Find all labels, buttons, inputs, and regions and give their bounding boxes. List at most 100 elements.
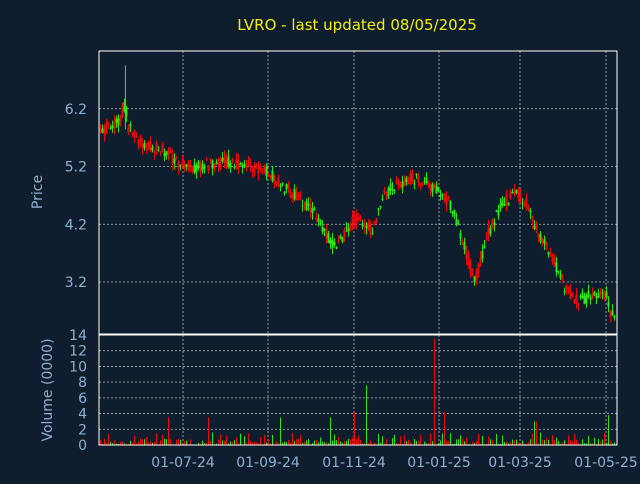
price-candle-body bbox=[381, 198, 384, 200]
price-candle-body bbox=[259, 166, 262, 169]
price-candle-body bbox=[133, 130, 136, 137]
price-candle-body bbox=[149, 142, 152, 151]
price-candle-body bbox=[193, 164, 196, 173]
price-candle-body bbox=[285, 184, 288, 189]
volume-bars bbox=[100, 338, 615, 445]
price-candle-body bbox=[297, 195, 300, 197]
price-candle-body bbox=[367, 222, 370, 231]
price-candle-body bbox=[509, 190, 512, 199]
price-candle-body bbox=[437, 187, 440, 191]
price-candle-body bbox=[141, 144, 144, 150]
price-candle-body bbox=[471, 273, 474, 276]
price-candle-body bbox=[601, 292, 604, 294]
price-candle-body bbox=[469, 261, 472, 274]
price-candle-body bbox=[341, 237, 344, 243]
price-ticks: 3.2 4.2 5.2 6.2 bbox=[65, 102, 87, 291]
price-candle-body bbox=[233, 166, 236, 168]
price-candle-body bbox=[475, 271, 478, 281]
price-candle-body bbox=[385, 198, 388, 200]
price-candle-body bbox=[117, 118, 120, 126]
x-tick-label: 01-09-24 bbox=[236, 455, 300, 471]
price-candle-body bbox=[369, 222, 372, 234]
price-candle-body bbox=[135, 136, 138, 138]
price-candle-body bbox=[273, 176, 276, 184]
price-candle-body bbox=[549, 252, 552, 255]
price-candle-body bbox=[359, 217, 362, 220]
price-candle-body bbox=[239, 163, 242, 166]
price-candle-body bbox=[587, 290, 590, 298]
price-candle-body bbox=[505, 194, 508, 206]
volume-tick-label: 6 bbox=[78, 391, 87, 407]
price-candle-body bbox=[589, 298, 592, 300]
price-candle-body bbox=[521, 202, 524, 204]
price-candle-body bbox=[599, 292, 602, 294]
price-candle-body bbox=[345, 227, 348, 229]
price-candle-body bbox=[401, 181, 404, 188]
price-candle-body bbox=[461, 243, 464, 245]
price-candle-body bbox=[415, 173, 418, 176]
price-candle-body bbox=[153, 151, 156, 153]
price-candle-body bbox=[187, 163, 190, 168]
price-candle-body bbox=[325, 229, 328, 239]
price-candle-body bbox=[295, 191, 298, 199]
x-ticks: 01-07-24 01-09-24 01-11-24 01-01-25 01-03-25… bbox=[151, 455, 638, 471]
price-candle-body bbox=[499, 203, 502, 209]
price-candle-body bbox=[605, 291, 608, 298]
price-candle-body bbox=[211, 160, 214, 169]
price-candle-body bbox=[493, 222, 496, 225]
price-candle-body bbox=[289, 194, 292, 198]
price-candle-body bbox=[261, 171, 264, 173]
price-candle-body bbox=[267, 174, 270, 176]
price-candle-body bbox=[181, 161, 184, 166]
price-candle-body bbox=[379, 206, 382, 208]
price-candle-body bbox=[511, 192, 514, 194]
price-candle-body bbox=[427, 181, 430, 186]
price-candle-body bbox=[343, 230, 346, 238]
price-candle-body bbox=[465, 248, 468, 259]
price-candle-body bbox=[425, 177, 428, 183]
price-candle-body bbox=[361, 223, 364, 227]
price-candle-body bbox=[303, 202, 306, 204]
price-candle-body bbox=[291, 195, 294, 197]
price-candle-body bbox=[355, 214, 358, 225]
price-candle-body bbox=[337, 240, 340, 243]
price-candle-body bbox=[319, 221, 322, 225]
price-candle-body bbox=[213, 163, 216, 168]
price-candle-body bbox=[515, 189, 518, 193]
price-candle-body bbox=[529, 210, 532, 213]
price-candle-body bbox=[525, 197, 528, 208]
price-candle-body bbox=[603, 292, 606, 299]
price-candle-body bbox=[167, 150, 170, 155]
price-tick-label: 6.2 bbox=[65, 102, 87, 118]
price-candle-body bbox=[417, 174, 420, 183]
price-candle-body bbox=[113, 121, 116, 129]
price-candle-body bbox=[147, 141, 150, 150]
price-candle-body bbox=[299, 194, 302, 197]
price-candle-body bbox=[507, 203, 510, 205]
price-candle-body bbox=[375, 218, 378, 223]
price-candle-body bbox=[591, 294, 594, 298]
price-candle-body bbox=[221, 157, 224, 162]
price-candle-body bbox=[397, 181, 400, 186]
price-candle-body bbox=[313, 208, 316, 210]
price-candle-body bbox=[459, 232, 462, 239]
price-candle-body bbox=[329, 240, 332, 244]
price-candle-body bbox=[597, 293, 600, 298]
price-candle-body bbox=[579, 296, 582, 298]
price-candle-body bbox=[463, 242, 466, 250]
price-candle-body bbox=[165, 151, 168, 156]
volume-tick-label: 10 bbox=[69, 359, 87, 375]
price-candle-body bbox=[419, 184, 422, 186]
price-candle-body bbox=[323, 229, 326, 231]
price-candle-body bbox=[539, 234, 542, 242]
price-candle-body bbox=[247, 160, 250, 162]
price-candle-body bbox=[413, 183, 416, 185]
x-tick-label: 01-07-24 bbox=[151, 455, 215, 471]
price-candle-body bbox=[209, 158, 212, 160]
price-candle-body bbox=[551, 258, 554, 262]
price-candle-body bbox=[157, 149, 160, 151]
price-candle-body bbox=[225, 159, 228, 165]
price-candle-body bbox=[235, 159, 238, 164]
price-candle-body bbox=[115, 118, 118, 123]
price-candle-body bbox=[229, 162, 232, 168]
